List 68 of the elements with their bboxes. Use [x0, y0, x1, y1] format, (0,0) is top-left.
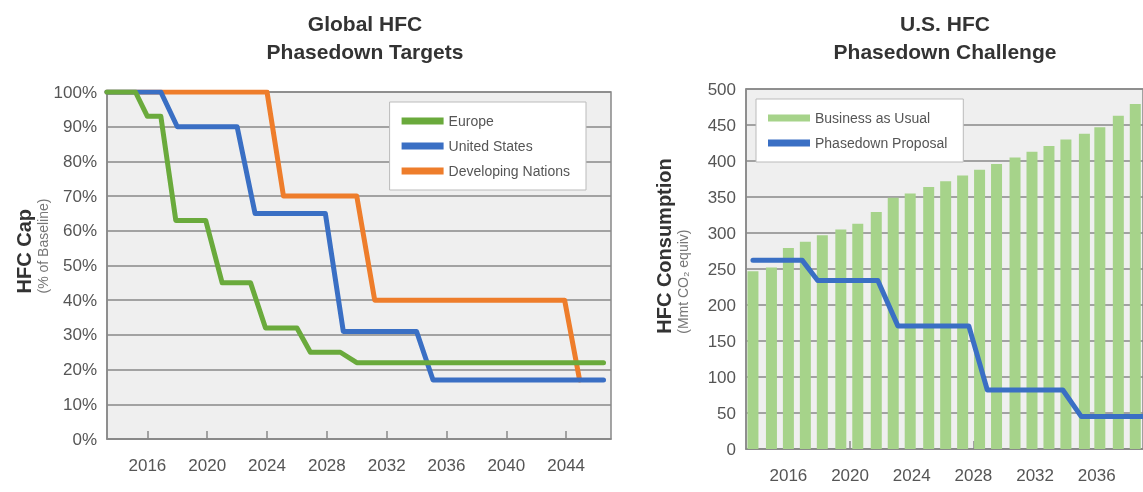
- legend-label: Phasedown Proposal: [815, 135, 948, 151]
- bar: [1112, 115, 1124, 449]
- x-tick-label: 2044: [547, 456, 586, 475]
- y-tick-label: 200: [707, 295, 736, 315]
- bar: [957, 175, 969, 449]
- bar: [747, 271, 759, 449]
- x-tick-label: 2032: [1016, 466, 1054, 485]
- y-tick-label: 80%: [62, 151, 97, 171]
- y-tick-label: 500: [707, 79, 736, 99]
- y-tick-label: 40%: [62, 290, 97, 310]
- bar: [1026, 151, 1038, 449]
- x-tick-label: 2020: [831, 466, 869, 485]
- x-tick-label: 2024: [892, 466, 931, 485]
- x-tick-label: 2020: [188, 456, 227, 475]
- bar: [765, 267, 777, 449]
- bar: [1078, 133, 1090, 449]
- y-tick-label: 30%: [62, 325, 97, 345]
- bar: [1043, 145, 1055, 449]
- y-tick-label: 150: [707, 331, 736, 351]
- y-tick-label: 0: [726, 439, 736, 459]
- y-tick-label: 60%: [62, 221, 97, 241]
- bar: [799, 241, 811, 449]
- bar: [782, 248, 794, 449]
- y-tick-label: 90%: [62, 117, 97, 137]
- x-tick-label: 2040: [487, 456, 526, 475]
- chart-title: U.S. HFC Phasedown Challenge: [833, 11, 1057, 63]
- x-tick-label: 2036: [427, 456, 466, 475]
- bar: [974, 169, 986, 449]
- y-tick-label: 0%: [72, 429, 97, 449]
- chart-title: Global HFC Phasedown Targets: [266, 11, 464, 63]
- y-tick-label: 450: [707, 115, 736, 135]
- bar: [991, 163, 1003, 449]
- bar: [852, 223, 864, 449]
- y-tick-label: 300: [707, 223, 736, 243]
- bar: [904, 193, 916, 449]
- legend-label: United States: [448, 138, 533, 154]
- bar: [816, 235, 828, 449]
- y-tick-label: 100: [707, 367, 736, 387]
- bar: [870, 212, 882, 449]
- x-tick-label: 2028: [954, 466, 993, 485]
- bar: [1060, 139, 1072, 449]
- y-tick-label: 10%: [62, 394, 97, 414]
- legend-label: Europe: [448, 113, 494, 129]
- y-tick-label: 250: [707, 259, 736, 279]
- bar: [887, 197, 899, 449]
- y-tick-label: 350: [707, 187, 736, 207]
- y-tick-label: 20%: [62, 360, 97, 380]
- bar: [940, 181, 952, 449]
- y-tick-label: 70%: [62, 186, 97, 206]
- x-tick-label: 2016: [769, 466, 808, 485]
- bar: [1009, 157, 1021, 449]
- legend-label: Developing Nations: [448, 163, 570, 179]
- x-tick-label: 2024: [248, 456, 286, 475]
- x-tick-label: 2032: [367, 456, 406, 475]
- bar: [1129, 104, 1141, 449]
- y-tick-label: 50: [717, 403, 736, 423]
- bar: [835, 229, 847, 449]
- bar: [923, 186, 935, 449]
- legend-label: Business as Usual: [815, 110, 931, 126]
- y-axis-title: HFC Cap (% of Baseline): [13, 198, 51, 294]
- y-tick-label: 50%: [62, 256, 97, 275]
- y-tick-label: 400: [707, 151, 736, 171]
- y-tick-label: 100%: [53, 82, 97, 102]
- x-tick-label: 2036: [1077, 466, 1116, 485]
- y-axis-title: HFC Consumption (Mmt CO₂ equiv): [653, 158, 691, 334]
- x-tick-label: 2028: [307, 456, 346, 475]
- x-tick-label: 2016: [128, 456, 167, 475]
- bar: [1094, 127, 1106, 449]
